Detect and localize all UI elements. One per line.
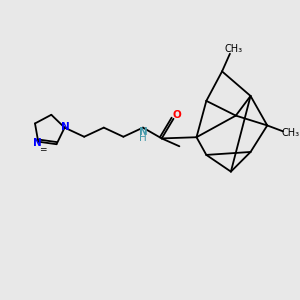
Text: O: O (172, 110, 181, 120)
Text: N: N (61, 122, 70, 132)
Text: =: = (39, 145, 47, 154)
Text: CH₃: CH₃ (282, 128, 300, 138)
Text: N: N (33, 138, 42, 148)
Text: H: H (139, 134, 147, 143)
Text: CH₃: CH₃ (225, 44, 243, 54)
Text: N: N (139, 127, 147, 136)
